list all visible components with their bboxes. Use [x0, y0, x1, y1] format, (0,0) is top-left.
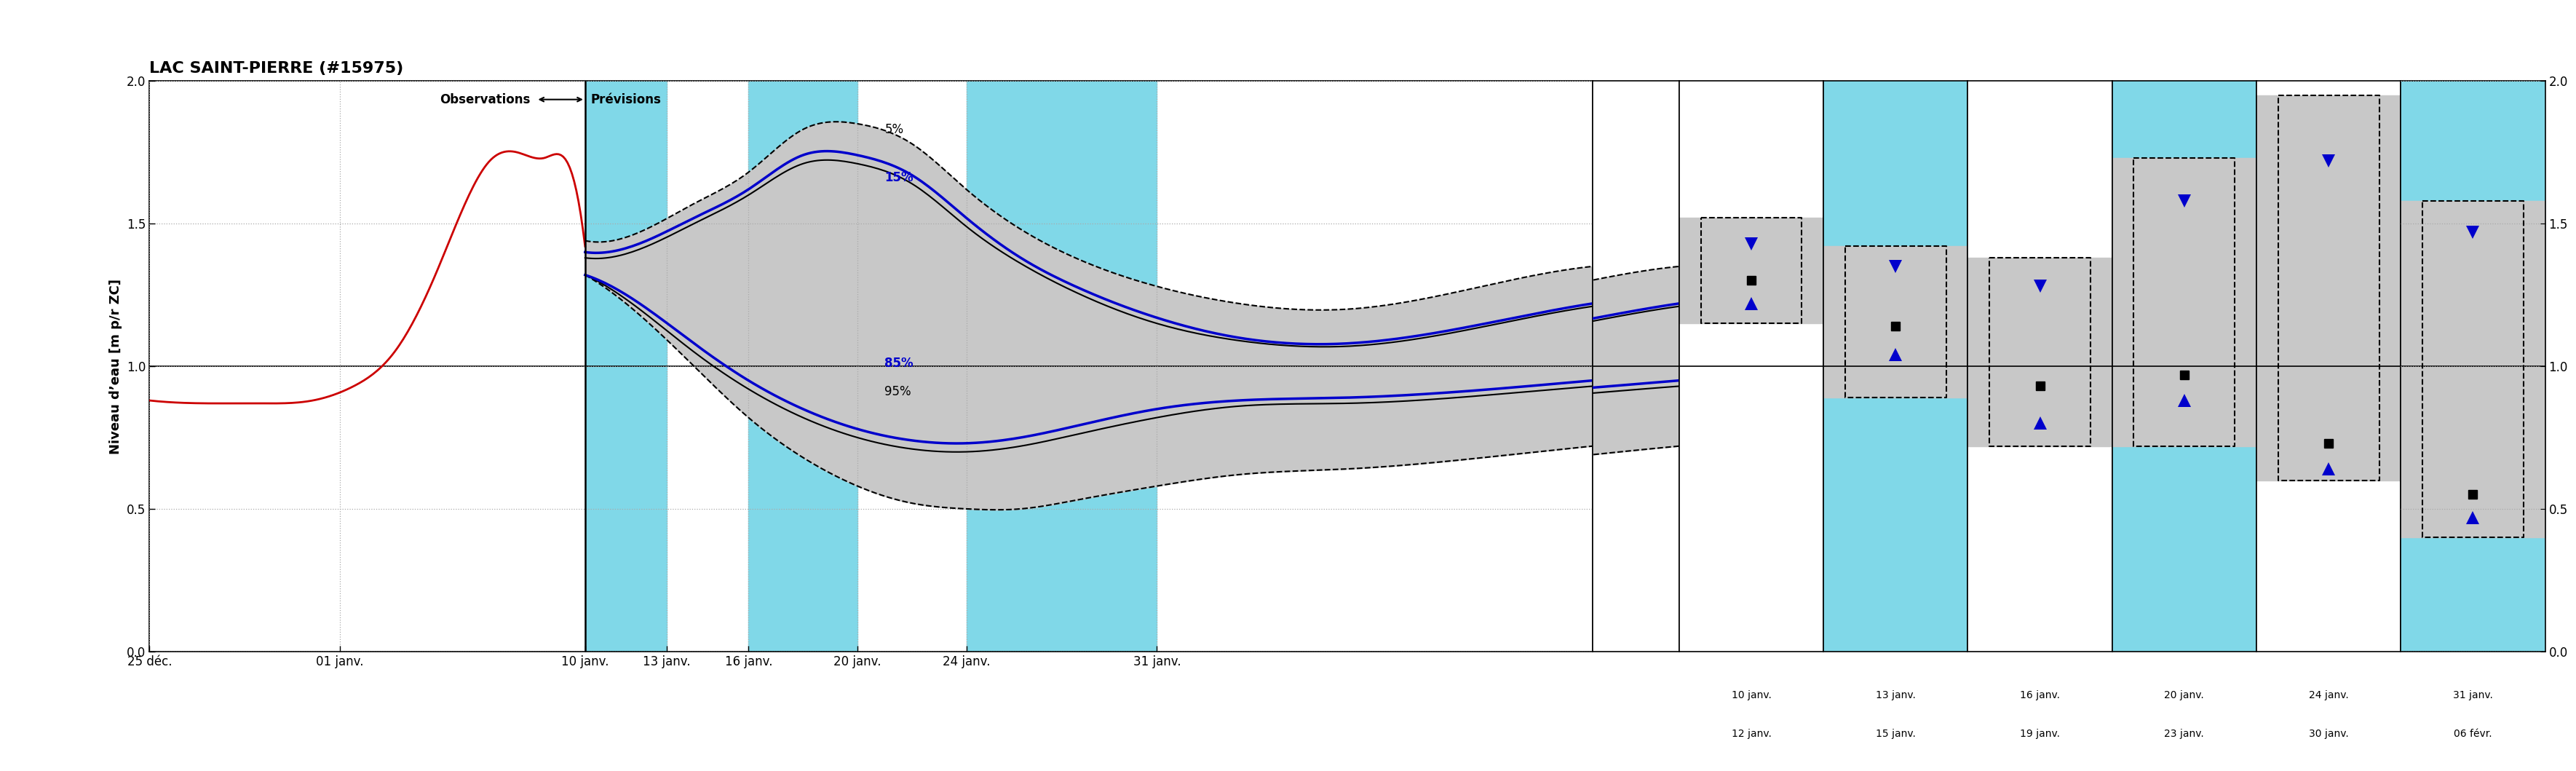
Text: 85%: 85%: [884, 357, 914, 370]
Text: 23 janv.: 23 janv.: [2164, 729, 2205, 739]
Text: 19 janv.: 19 janv.: [2020, 729, 2061, 739]
Text: Observations: Observations: [440, 93, 531, 106]
Text: LAC SAINT-PIERRE (#15975): LAC SAINT-PIERRE (#15975): [149, 61, 404, 76]
Y-axis label: Niveau d’eau [m p/r ZC]: Niveau d’eau [m p/r ZC]: [111, 278, 124, 454]
Text: 31 janv.: 31 janv.: [2452, 690, 2494, 700]
Text: 12 janv.: 12 janv.: [1731, 729, 1772, 739]
Text: 10 janv.: 10 janv.: [1731, 690, 1772, 700]
Text: Prévisions: Prévisions: [590, 93, 662, 106]
Text: 30 janv.: 30 janv.: [2308, 729, 2349, 739]
Text: 24 janv.: 24 janv.: [2308, 690, 2349, 700]
Text: 16 janv.: 16 janv.: [2020, 690, 2061, 700]
Text: 5%: 5%: [884, 123, 904, 136]
Text: 15 janv.: 15 janv.: [1875, 729, 1917, 739]
Bar: [750, 81, 858, 651]
Text: 13 janv.: 13 janv.: [1875, 690, 1917, 700]
Text: 06 févr.: 06 févr.: [2455, 729, 2491, 739]
Text: 15%: 15%: [884, 171, 914, 184]
Bar: [585, 81, 667, 651]
Text: 95%: 95%: [884, 386, 912, 399]
Text: 20 janv.: 20 janv.: [2164, 690, 2205, 700]
Bar: [966, 81, 1157, 651]
